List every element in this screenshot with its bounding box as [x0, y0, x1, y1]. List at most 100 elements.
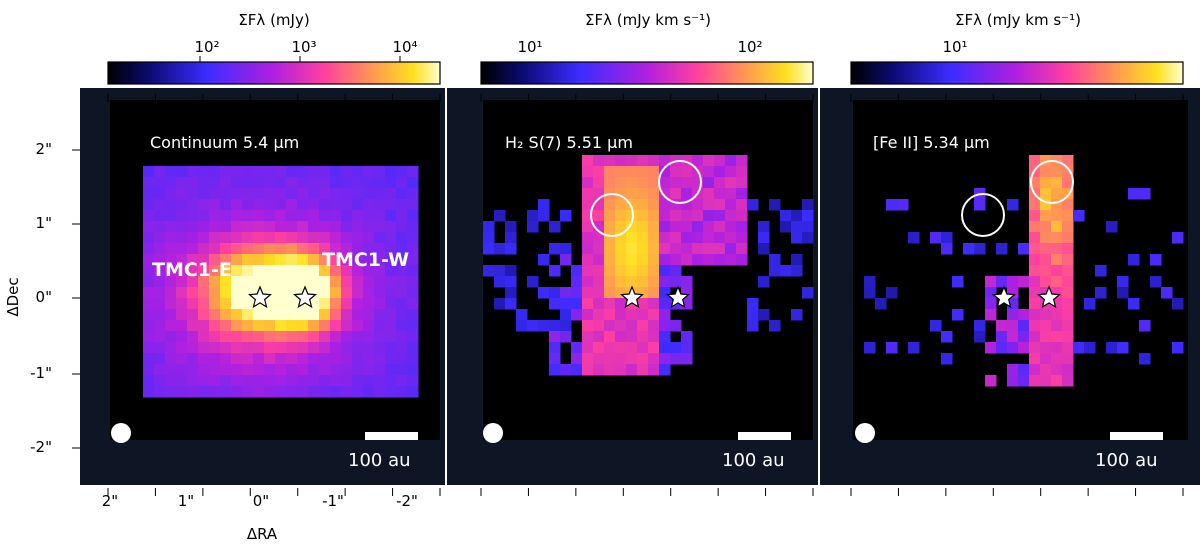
map-pixel — [286, 364, 298, 376]
map-pixel — [319, 188, 331, 200]
map-pixel — [341, 188, 353, 200]
map-pixel — [1062, 254, 1074, 266]
map-pixel — [187, 331, 199, 343]
map-pixel — [1029, 177, 1041, 189]
map-pixel — [670, 342, 682, 354]
map-pixel — [231, 166, 243, 178]
map-pixel — [985, 276, 997, 288]
map-pixel — [319, 232, 331, 244]
map-pixel — [407, 221, 419, 233]
map-pixel — [974, 199, 986, 211]
map-pixel — [341, 265, 353, 277]
map-pixel — [253, 353, 265, 365]
source-label-tmc1-w: TMC1-W — [322, 249, 409, 271]
map-pixel — [198, 320, 210, 332]
map-pixel — [505, 298, 517, 310]
map-pixel — [604, 155, 616, 167]
map-pixel — [143, 353, 155, 365]
map-pixel — [604, 309, 616, 321]
map-pixel — [187, 309, 199, 321]
map-pixel — [1018, 320, 1030, 332]
map-pixel — [286, 342, 298, 354]
map-pixel — [198, 265, 210, 277]
map-pixel — [220, 276, 232, 288]
map-pixel — [396, 265, 408, 277]
map-pixel — [1051, 375, 1063, 387]
map-pixel — [143, 320, 155, 332]
map-pixel — [341, 177, 353, 189]
map-pixel — [582, 155, 594, 167]
map-pixel — [1062, 210, 1074, 222]
map-pixel — [736, 199, 748, 211]
y-axis-label: ΔDec — [4, 277, 22, 316]
colorbar-tick: 10³ — [291, 38, 316, 56]
map-pixel — [758, 221, 770, 233]
map-pixel — [615, 166, 627, 178]
map-pixel — [1029, 254, 1041, 266]
star-icon — [665, 285, 691, 309]
map-pixel — [264, 199, 276, 211]
map-pixel — [242, 276, 254, 288]
map-pixel — [308, 386, 320, 398]
map-pixel — [571, 342, 583, 354]
map-pixel — [483, 221, 495, 233]
map-pixel — [187, 177, 199, 189]
map-pixel — [941, 243, 953, 255]
map-pixel — [319, 364, 331, 376]
map-pixel — [1018, 342, 1030, 354]
map-pixel — [1007, 298, 1019, 310]
map-pixel — [725, 199, 737, 211]
y-tick-label: -2" — [30, 438, 52, 456]
map-pixel — [985, 298, 997, 310]
map-pixel — [352, 320, 364, 332]
map-pixel — [286, 331, 298, 343]
map-pixel — [769, 199, 781, 211]
map-pixel — [747, 309, 759, 321]
map-pixel — [648, 232, 660, 244]
map-pixel — [549, 287, 561, 299]
map-pixel — [692, 199, 704, 211]
map-pixel — [637, 177, 649, 189]
map-pixel — [352, 331, 364, 343]
map-pixel — [615, 243, 627, 255]
map-pixel — [154, 375, 166, 387]
map-pixel — [264, 309, 276, 321]
map-pixel — [593, 276, 605, 288]
map-pixel — [1051, 265, 1063, 277]
map-pixel — [264, 210, 276, 222]
map-pixel — [253, 254, 265, 266]
map-pixel — [1040, 221, 1052, 233]
map-pixel — [154, 298, 166, 310]
colorbar-label: ΣFλ (mJy km s⁻¹) — [585, 11, 711, 29]
map-pixel — [363, 364, 375, 376]
map-pixel — [637, 342, 649, 354]
map-pixel — [352, 177, 364, 189]
map-pixel — [220, 287, 232, 299]
map-pixel — [297, 386, 309, 398]
map-pixel — [176, 342, 188, 354]
map-pixel — [725, 166, 737, 178]
map-pixel — [571, 287, 583, 299]
map-pixel — [681, 276, 693, 288]
map-pixel — [626, 221, 638, 233]
map-pixel — [176, 265, 188, 277]
map-pixel — [176, 254, 188, 266]
map-pixel — [659, 265, 671, 277]
map-pixel — [297, 309, 309, 321]
map-pixel — [791, 221, 803, 233]
map-pixel — [714, 199, 726, 211]
map-pixel — [659, 364, 671, 376]
map-pixel — [374, 166, 386, 178]
map-pixel — [209, 221, 221, 233]
map-pixel — [242, 342, 254, 354]
map-pixel — [330, 177, 342, 189]
map-pixel — [396, 221, 408, 233]
map-pixel — [1040, 287, 1052, 299]
map-pixel — [363, 298, 375, 310]
map-pixel — [165, 320, 177, 332]
map-pixel — [165, 188, 177, 200]
map-pixel — [275, 287, 287, 299]
map-pixel — [330, 276, 342, 288]
map-pixel — [341, 210, 353, 222]
map-pixel — [352, 188, 364, 200]
